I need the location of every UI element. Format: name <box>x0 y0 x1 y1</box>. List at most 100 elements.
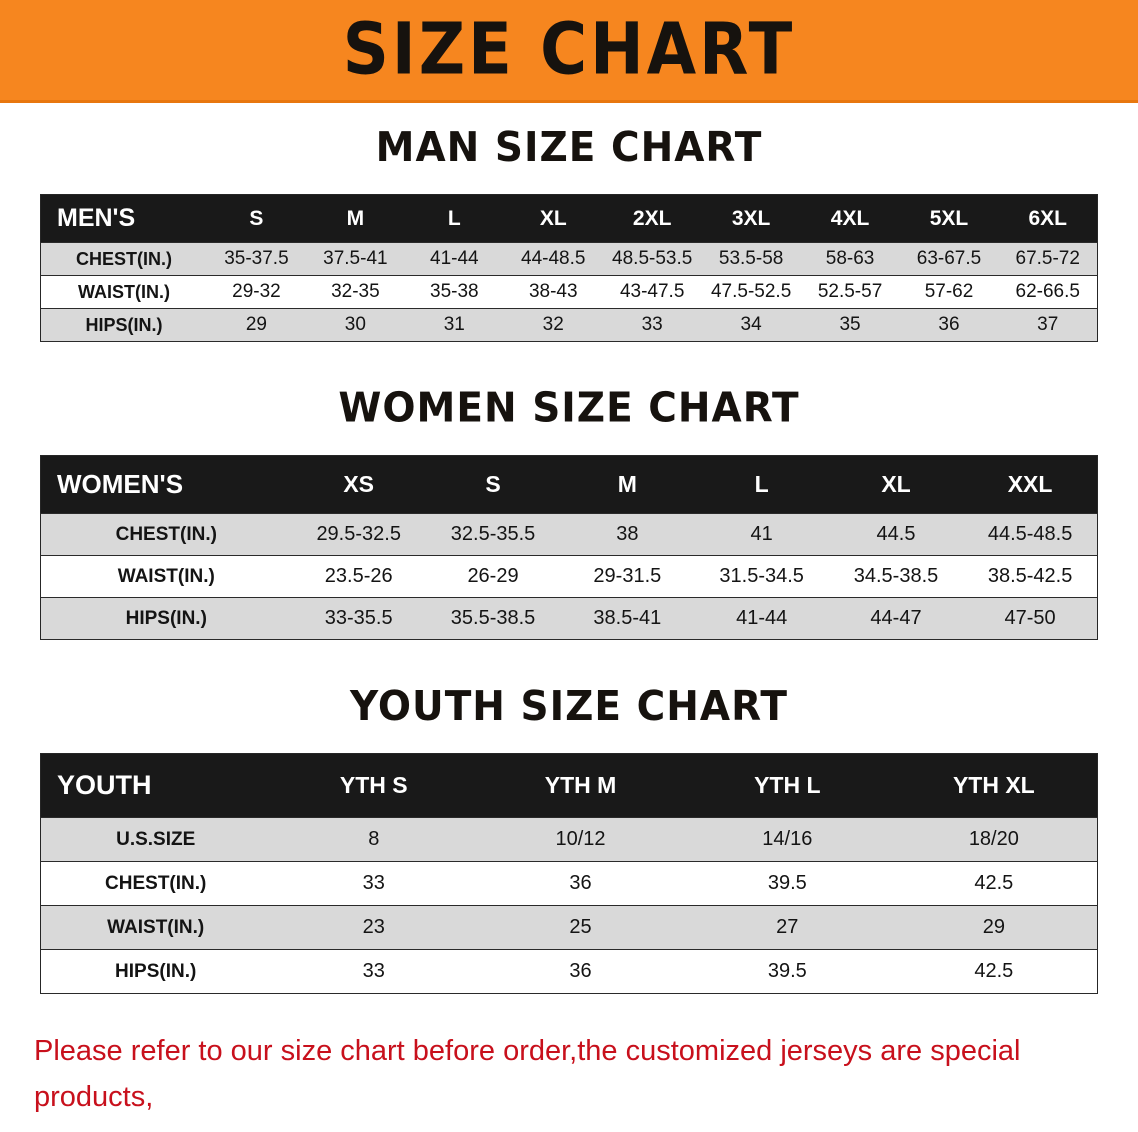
youth-size-table: YOUTH YTH S YTH M YTH L YTH XL U.S.SIZE 8 10/1… <box>40 753 1098 994</box>
measurement-value: 25 <box>477 905 684 950</box>
measurement-value: 39.5 <box>683 949 891 994</box>
size-column-header: XL <box>828 455 964 514</box>
size-column-header: YTH M <box>477 753 684 818</box>
size-column-header: YTH XL <box>890 753 1098 818</box>
section-youth: YOUTH SIZE CHART YOUTH YTH S YTH M YTH L YTH… <box>0 682 1138 994</box>
size-column-header: S <box>425 455 561 514</box>
size-column-header: 3XL <box>701 194 801 243</box>
measurement-value: 33 <box>270 949 478 994</box>
measurement-value: 29-32 <box>206 275 306 309</box>
measurement-value: 36 <box>477 861 684 906</box>
measurement-value: 41 <box>694 513 829 556</box>
size-column-header: M <box>560 455 695 514</box>
measurement-value: 41-44 <box>694 597 829 640</box>
measurement-value: 29.5-32.5 <box>291 513 426 556</box>
measurement-value: 53.5-58 <box>701 242 801 276</box>
measurement-value: 31.5-34.5 <box>694 555 829 598</box>
measurement-value: 35 <box>800 308 900 342</box>
measurement-value: 34 <box>701 308 801 342</box>
measurement-row: HIPS(IN.) 33 36 39.5 42.5 <box>40 949 1098 994</box>
measurement-value: 27 <box>683 905 891 950</box>
orange-title-banner: SIZE CHART <box>0 0 1138 103</box>
measurement-value: 43-47.5 <box>602 275 702 309</box>
section-heading: MAN SIZE CHART <box>375 123 763 172</box>
measurement-value: 38.5-42.5 <box>963 555 1098 598</box>
measurement-label: WAIST(IN.) <box>40 905 271 950</box>
notice-line-1: Please refer to our size chart before or… <box>34 1035 1021 1114</box>
measurement-value: 44.5 <box>828 513 964 556</box>
measurement-value: 62-66.5 <box>998 275 1098 309</box>
measurement-value: 30 <box>305 308 405 342</box>
measurement-value: 32 <box>503 308 603 342</box>
measurement-label: HIPS(IN.) <box>40 597 292 640</box>
measurement-value: 47-50 <box>963 597 1098 640</box>
measurement-label: HIPS(IN.) <box>40 949 271 994</box>
measurement-label: WAIST(IN.) <box>40 555 292 598</box>
measurement-row: WAIST(IN.) 23.5-26 26-29 29-31.5 31.5-34.5 34… <box>40 555 1098 598</box>
size-column-header: 5XL <box>899 194 999 243</box>
measurement-label: CHEST(IN.) <box>40 861 271 906</box>
size-column-header: S <box>206 194 306 243</box>
measurement-value: 32.5-35.5 <box>425 513 561 556</box>
measurement-value: 38 <box>560 513 695 556</box>
measurement-value: 47.5-52.5 <box>701 275 801 309</box>
measurement-label: CHEST(IN.) <box>40 242 207 276</box>
measurement-value: 29 <box>206 308 306 342</box>
measurement-value: 52.5-57 <box>800 275 900 309</box>
measurement-label: WAIST(IN.) <box>40 275 207 309</box>
measurement-value: 44.5-48.5 <box>963 513 1098 556</box>
order-notice: Please refer to our size chart before or… <box>0 1028 1138 1132</box>
measurement-label: HIPS(IN.) <box>40 308 207 342</box>
measurement-row: WAIST(IN.) 29-32 32-35 35-38 38-43 43-47.5 47.… <box>40 275 1098 309</box>
measurement-row: U.S.SIZE 8 10/12 14/16 18/20 <box>40 817 1098 862</box>
measurement-value: 33 <box>270 861 478 906</box>
measurement-value: 42.5 <box>890 861 1098 906</box>
measurement-row: HIPS(IN.) 29 30 31 32 33 34 35 36 37 <box>40 308 1098 342</box>
measurement-value: 36 <box>899 308 999 342</box>
size-header-row: MEN'S S M L XL 2XL 3XL 4XL 5XL 6XL <box>40 194 1098 243</box>
measurement-label: CHEST(IN.) <box>40 513 292 556</box>
women-size-table: WOMEN'S XS S M L XL XXL CHEST(IN.) 29.5-32.5 32.… <box>40 455 1098 640</box>
measurement-row: HIPS(IN.) 33-35.5 35.5-38.5 38.5-41 41-44 44-… <box>40 597 1098 640</box>
measurement-value: 39.5 <box>683 861 891 906</box>
measurement-value: 48.5-53.5 <box>602 242 702 276</box>
size-column-header: YTH L <box>683 753 891 818</box>
section-men: MAN SIZE CHART MEN'S S M L XL 2XL 3XL 4XL 5XL 6XL… <box>0 123 1138 342</box>
size-column-header: 4XL <box>800 194 900 243</box>
measurement-value: 31 <box>404 308 504 342</box>
size-header-row: WOMEN'S XS S M L XL XXL <box>40 455 1098 514</box>
notice-line-2: we don't accept cancel, change, teturn o… <box>34 1121 1114 1132</box>
measurement-row: CHEST(IN.) 35-37.5 37.5-41 41-44 44-48.5 48.5… <box>40 242 1098 276</box>
measurement-row: CHEST(IN.) 33 36 39.5 42.5 <box>40 861 1098 906</box>
measurement-label: U.S.SIZE <box>40 817 271 862</box>
measurement-value: 41-44 <box>404 242 504 276</box>
measurement-value: 29-31.5 <box>560 555 695 598</box>
measurement-value: 36 <box>477 949 684 994</box>
measurement-row: CHEST(IN.) 29.5-32.5 32.5-35.5 38 41 44.5 44.5… <box>40 513 1098 556</box>
measurement-value: 33 <box>602 308 702 342</box>
size-header-row: YOUTH YTH S YTH M YTH L YTH XL <box>40 753 1098 818</box>
measurement-value: 58-63 <box>800 242 900 276</box>
measurement-value: 44-48.5 <box>503 242 603 276</box>
measurement-value: 8 <box>270 817 478 862</box>
section-heading: YOUTH SIZE CHART <box>350 682 788 731</box>
measurement-row: WAIST(IN.) 23 25 27 29 <box>40 905 1098 950</box>
size-column-header: XS <box>291 455 426 514</box>
measurement-value: 42.5 <box>890 949 1098 994</box>
measurement-value: 35.5-38.5 <box>425 597 561 640</box>
section-women: WOMEN SIZE CHART WOMEN'S XS S M L XL XXL CHEST… <box>0 385 1138 640</box>
size-column-header: YTH S <box>270 753 478 818</box>
measurement-value: 33-35.5 <box>291 597 426 640</box>
measurement-value: 34.5-38.5 <box>828 555 964 598</box>
measurement-value: 26-29 <box>425 555 561 598</box>
size-column-header: XXL <box>963 455 1098 514</box>
size-column-header: 2XL <box>602 194 702 243</box>
measurement-value: 57-62 <box>899 275 999 309</box>
size-column-header: L <box>694 455 829 514</box>
measurement-value: 35-37.5 <box>206 242 306 276</box>
measurement-value: 63-67.5 <box>899 242 999 276</box>
table-corner-label: YOUTH <box>40 753 271 818</box>
measurement-value: 32-35 <box>305 275 405 309</box>
table-corner-label: MEN'S <box>40 194 207 243</box>
